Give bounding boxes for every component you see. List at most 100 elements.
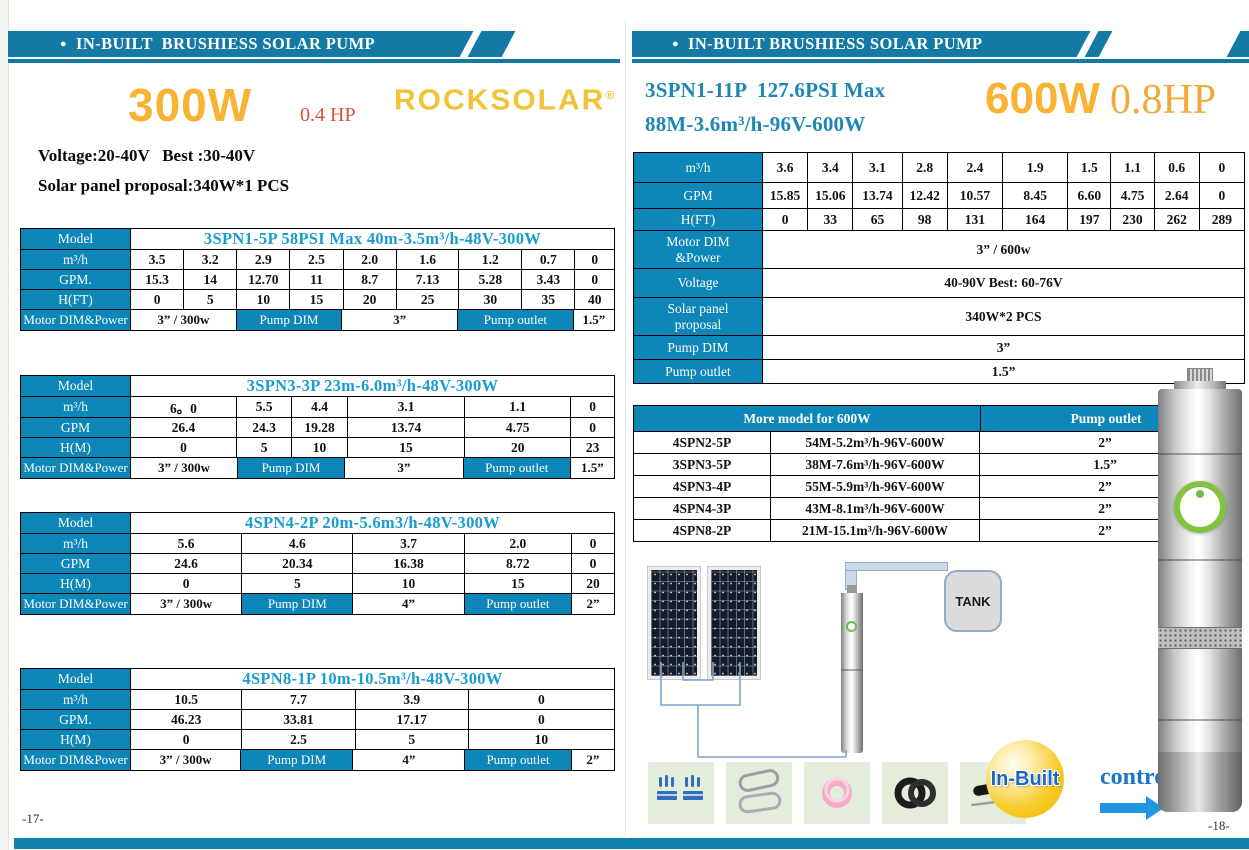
- pump-cap: [847, 585, 857, 593]
- table-row: Motor DIM&Power 3” / 300w Pump DIM 3” Pump o…: [20, 457, 615, 479]
- value-cell: 0: [467, 709, 615, 730]
- value-cell: 16.38: [352, 553, 465, 574]
- table-row: H(FT) 0 5 10 15 20 25 30 35 40: [20, 289, 616, 310]
- value-cell: 15: [289, 289, 344, 310]
- page-edge: [0, 0, 9, 850]
- table-row: GPM 26.4 24.3 19.28 13.74 4.75 0: [20, 417, 615, 438]
- footer-label: Pump outlet: [464, 749, 572, 771]
- model-title: 4SPN8-1P 10m-10.5m³/h-48V-300W: [130, 668, 615, 690]
- table-row: H(M) 0 5 10 15 20: [20, 573, 616, 594]
- footer-label: Pump outlet: [463, 593, 573, 615]
- value-cell: 1.1: [464, 396, 572, 418]
- value-cell: 20.34: [241, 553, 354, 574]
- value-cell: 24.3: [235, 417, 293, 438]
- value-cell: 0: [762, 208, 809, 231]
- value-cell: 0.6: [1153, 152, 1200, 183]
- table-row: Pump DIM 3”: [633, 335, 1245, 360]
- value-cell: 2.5: [289, 249, 344, 270]
- table-row: 3SPN3-5P 38M-7.6m³/h-96V-600W 1.5”: [633, 453, 1233, 476]
- right-banner: ● IN-BUILT BRUSHIESS SOLAR PUMP: [632, 31, 1249, 57]
- table-row: 4SPN3-4P 55M-5.9m³/h-96V-600W 2”: [633, 475, 1233, 498]
- value-cell: 19.28: [291, 417, 348, 438]
- row-label: Model: [20, 512, 131, 534]
- registered-mark: ®: [605, 88, 615, 102]
- pump-body: [841, 593, 863, 753]
- model-title-line1: 3SPN1-11P 127.6PSI Max: [645, 78, 886, 102]
- value-cell: 25: [395, 289, 460, 310]
- value-cell: 0: [571, 553, 616, 574]
- value-cell: 4.75: [1110, 182, 1155, 209]
- value-cell: 20: [571, 573, 616, 594]
- table-row: Motor DIM&Power 3” / 300w Pump DIM 3” Pump o…: [20, 309, 615, 331]
- value-cell: 1.5: [1067, 152, 1112, 183]
- table-row: GPM. 46.23 33.81 17.17 0: [20, 709, 615, 730]
- banner-underline: [8, 59, 620, 63]
- value-cell: 12.70: [236, 269, 291, 290]
- value-cell: 15.85: [762, 182, 809, 209]
- value-cell: 8.45: [1002, 182, 1069, 209]
- value-cell: 2.5: [241, 729, 356, 750]
- table-row: H(FT) 0 33 65 98 131 164 197 230 262 289: [633, 208, 1245, 231]
- hp-rating-04: 0.4 HP: [300, 104, 356, 126]
- footer-value: 2”: [570, 749, 615, 771]
- row-label: Solar panel proposal: [633, 297, 763, 336]
- spec-table-3spn3-3p: Model 3SPN3-3P 23m-6.0m³/h-48V-300W m³/h 6。…: [20, 375, 615, 479]
- spec-table-3spn1-11p: m³/h 3.6 3.4 3.1 2.8 2.4 1.9 1.5 1.1 0.6 0 GPM 15.85…: [633, 152, 1245, 384]
- model-spec: 55M-5.9m³/h-96V-600W: [770, 475, 980, 498]
- footer-value: 1.5”: [569, 457, 615, 479]
- value-cell: 3.43: [521, 269, 576, 290]
- row-label: H(M): [20, 729, 131, 750]
- value-cell: 5.5: [235, 396, 293, 418]
- table-row: Model 4SPN8-1P 10m-10.5m³/h-48V-300W: [20, 668, 615, 690]
- row-label: GPM: [633, 182, 763, 209]
- pump-joint: [841, 669, 863, 671]
- table-row: Motor DIM&Power 3” / 300w Pump DIM 4” Pump o…: [20, 593, 616, 615]
- page-number-right: -18-: [1208, 818, 1230, 833]
- row-label: Motor DIM&Power: [20, 749, 131, 771]
- banner-underline: [632, 59, 1249, 63]
- value-cell: 10.57: [946, 182, 1003, 209]
- pipe-horizontal: [845, 562, 948, 571]
- value-cell: 10: [467, 729, 615, 750]
- value-cell: 2.0: [342, 249, 397, 270]
- value-cell: 5.6: [130, 533, 243, 554]
- value-cell: 15: [346, 437, 466, 458]
- value-cell: 12.42: [901, 182, 948, 209]
- value-cell: 0: [467, 689, 615, 710]
- row-label: Motor DIM &Power: [633, 230, 763, 269]
- value-cell: 10.5: [130, 689, 243, 710]
- row-label: m³/h: [20, 689, 131, 710]
- rubber-rings-icon: [894, 777, 936, 809]
- value-cell: 2.64: [1153, 182, 1200, 209]
- info-value: 40-90V Best: 60-76V: [762, 268, 1245, 298]
- table-row: m³/h 5.6 4.6 3.7 2.0 0: [20, 533, 616, 554]
- value-cell: 3.1: [346, 396, 466, 418]
- value-cell: 0: [574, 269, 616, 290]
- model-name: 4SPN3-4P: [633, 475, 771, 498]
- model-spec: 54M-5.2m³/h-96V-600W: [770, 431, 980, 454]
- value-cell: 262: [1153, 208, 1200, 231]
- table-row: Motor DIM&Power 3” / 300w Pump DIM 4” Pump o…: [20, 749, 615, 771]
- banner-parallelogram: [498, 31, 620, 57]
- table-row: GPM 24.6 20.34 16.38 8.72 0: [20, 553, 616, 574]
- model-spec: 21M-15.1m³/h-96V-600W: [770, 519, 980, 542]
- footer-value: 4”: [352, 593, 465, 615]
- value-cell: 5: [183, 289, 238, 310]
- row-label: Motor DIM&Power: [20, 593, 131, 615]
- value-cell: 10: [291, 437, 348, 458]
- footer-value: 4”: [352, 749, 466, 771]
- pump-cap: [1187, 368, 1213, 382]
- right-banner-title: ● IN-BUILT BRUSHIESS SOLAR PUMP: [672, 34, 983, 53]
- accessory-rubber-rings: [882, 762, 948, 824]
- left-banner: ● IN-BUILT BRUSHIESS SOLAR PUMP: [8, 31, 620, 57]
- pump-product-photo: [1158, 368, 1242, 812]
- tank-label: TANK: [955, 593, 991, 609]
- row-label: m³/h: [20, 249, 131, 270]
- cable-lugs-icon: [657, 775, 703, 800]
- power-rating-300w: 300W: [128, 79, 253, 131]
- inbuilt-label: In-Built: [990, 767, 1060, 790]
- value-cell: 0: [571, 533, 616, 554]
- table-row: 4SPN8-2P 21M-15.1m³/h-96V-600W 2”: [633, 519, 1233, 542]
- arrow-right-icon: [1100, 796, 1164, 820]
- table-row: GPM 15.85 15.06 13.74 12.42 10.57 8.45 6.60 4.75…: [633, 182, 1245, 209]
